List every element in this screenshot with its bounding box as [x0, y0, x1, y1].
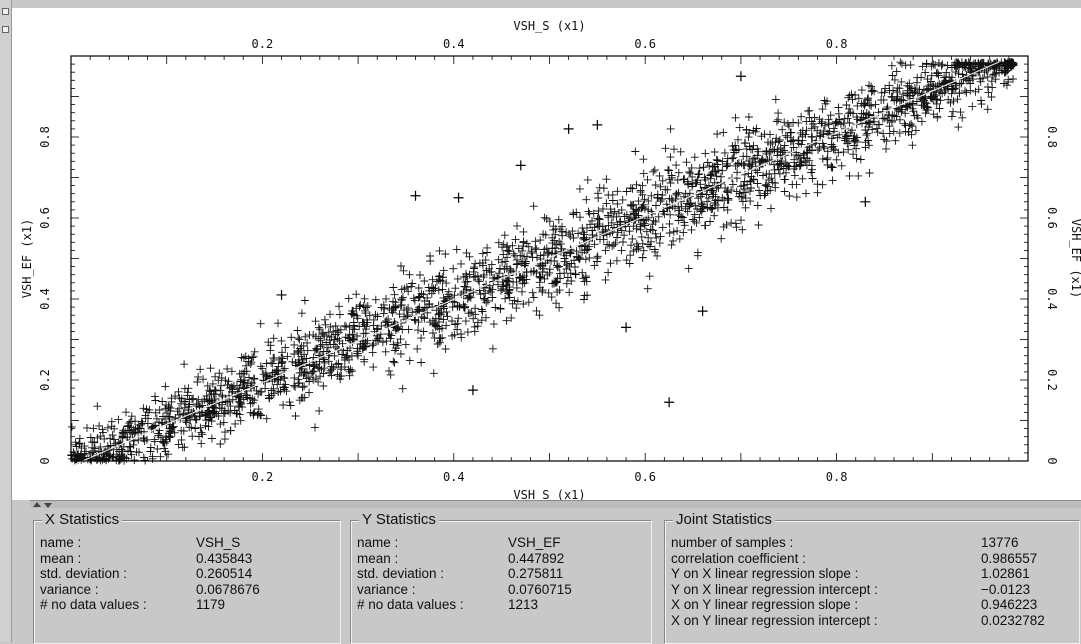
y-axis-title-right: VSH_EF (x1)	[1069, 219, 1081, 298]
x-tick-label-top: 0.8	[826, 37, 848, 51]
side-control-strip	[0, 0, 12, 642]
stat-label: std. deviation :	[40, 566, 127, 581]
y-tick-label-left: 0.4	[38, 288, 52, 310]
y-tick-label-left: 0.6	[38, 207, 52, 229]
y-axis-title-left: VSH_EF (x1)	[20, 219, 34, 298]
x-axis-title-bottom: VSH_S (x1)	[513, 488, 585, 500]
stat-label: # no data values :	[357, 597, 464, 612]
regression-line	[71, 62, 999, 466]
y-tick-label-left: 0	[38, 457, 52, 464]
outlier-point	[516, 160, 526, 170]
y-tick-label-right: 0.4	[1045, 288, 1059, 310]
x-tick-label-bottom: 0.6	[634, 470, 656, 484]
outlier-point	[468, 385, 478, 395]
stat-value: 1179	[196, 597, 225, 612]
outlier-point	[736, 71, 746, 81]
stat-value: VSH_S	[196, 535, 240, 550]
y-tick-label-right: 0.2	[1045, 369, 1059, 391]
outlier-point	[592, 120, 602, 130]
x-tick-label-top: 0.4	[443, 37, 465, 51]
stat-value: 13776	[981, 535, 1019, 550]
y-tick-label-right: 0.8	[1045, 126, 1059, 148]
outlier-point	[698, 306, 708, 316]
x-statistics-group: X Statistics name : VSH_S mean :0.435843 st…	[33, 520, 341, 644]
y-tick-label-left: 0.2	[38, 369, 52, 391]
y-tick-label-left: 0.8	[38, 126, 52, 148]
stat-label: std. deviation :	[357, 566, 444, 581]
stat-label: mean :	[40, 551, 81, 566]
stat-value: 0.260514	[196, 566, 252, 581]
scatter-chart: 0.2 0.2 0.4 0.4 0.6 0.6 0.8 0.8 0 0 0.2 0.2 0.4 0.4 0.…	[12, 8, 1081, 500]
scatter-points	[67, 58, 1017, 465]
stat-value: 1.02861	[981, 566, 1030, 581]
collapse-handle-top[interactable]	[2, 8, 9, 15]
outlier-point	[621, 322, 631, 332]
stat-value: 0.275811	[508, 566, 563, 581]
x-tick-label-bottom: 0.4	[443, 470, 465, 484]
stat-label: name :	[40, 535, 81, 550]
y-tick-label-right: 0.6	[1045, 207, 1059, 229]
stat-label: # no data values :	[40, 597, 147, 612]
stat-label: mean :	[357, 551, 398, 566]
y-statistics-title: Y Statistics	[359, 511, 439, 528]
y-statistics-group: Y Statistics name : VSH_EF mean :0.447892 s…	[350, 520, 652, 644]
outlier-point	[454, 193, 464, 203]
stat-value: 0.0760715	[508, 582, 572, 597]
stat-label: variance :	[40, 582, 99, 597]
outlier-point	[860, 197, 870, 207]
stat-label: Y on X linear regression slope :	[671, 566, 858, 581]
scatter-point-cloud	[67, 58, 1017, 465]
y-tick-label-right: 0	[1045, 457, 1059, 464]
stat-label: variance :	[357, 582, 416, 597]
outlier-point	[411, 191, 421, 201]
x-tick-label-top: 0.6	[634, 37, 656, 51]
stat-value: 0.0232782	[981, 613, 1045, 628]
stat-value: VSH_EF	[508, 535, 561, 550]
outlier-point	[564, 124, 574, 134]
stat-label: correlation coefficient :	[671, 551, 806, 566]
stat-value: 1213	[508, 597, 538, 612]
expand-up-icon[interactable]	[33, 502, 41, 507]
stat-label: X on Y linear regression intercept :	[671, 613, 878, 628]
outlier-point	[664, 397, 674, 407]
stat-value: 0.946223	[981, 597, 1037, 612]
stat-value: 0.447892	[508, 551, 564, 566]
joint-statistics-title: Joint Statistics	[673, 511, 775, 528]
x-statistics-title: X Statistics	[42, 511, 122, 528]
stat-label: Y on X linear regression intercept :	[671, 582, 878, 597]
stat-value: −0.0123	[981, 582, 1030, 597]
stat-label: X on Y linear regression slope :	[671, 597, 858, 612]
stat-label: name :	[357, 535, 398, 550]
x-tick-label-bottom: 0.2	[252, 470, 274, 484]
x-tick-label-top: 0.2	[252, 37, 274, 51]
stat-label: number of samples :	[671, 535, 793, 550]
stat-value: 0.435843	[196, 551, 252, 566]
joint-statistics-group: Joint Statistics number of samples :1377…	[664, 520, 1080, 644]
stat-value: 0.986557	[981, 551, 1037, 566]
x-axis-title-top: VSH_S (x1)	[513, 19, 585, 33]
plot-area[interactable]: 0.2 0.2 0.4 0.4 0.6 0.6 0.8 0.8 0 0 0.2 0.2 0.4 0.4 0.…	[12, 8, 1081, 500]
outlier-point	[277, 290, 287, 300]
x-tick-label-bottom: 0.8	[826, 470, 848, 484]
collapse-handle-bottom[interactable]	[2, 26, 9, 33]
stat-value: 0.0678676	[196, 582, 260, 597]
